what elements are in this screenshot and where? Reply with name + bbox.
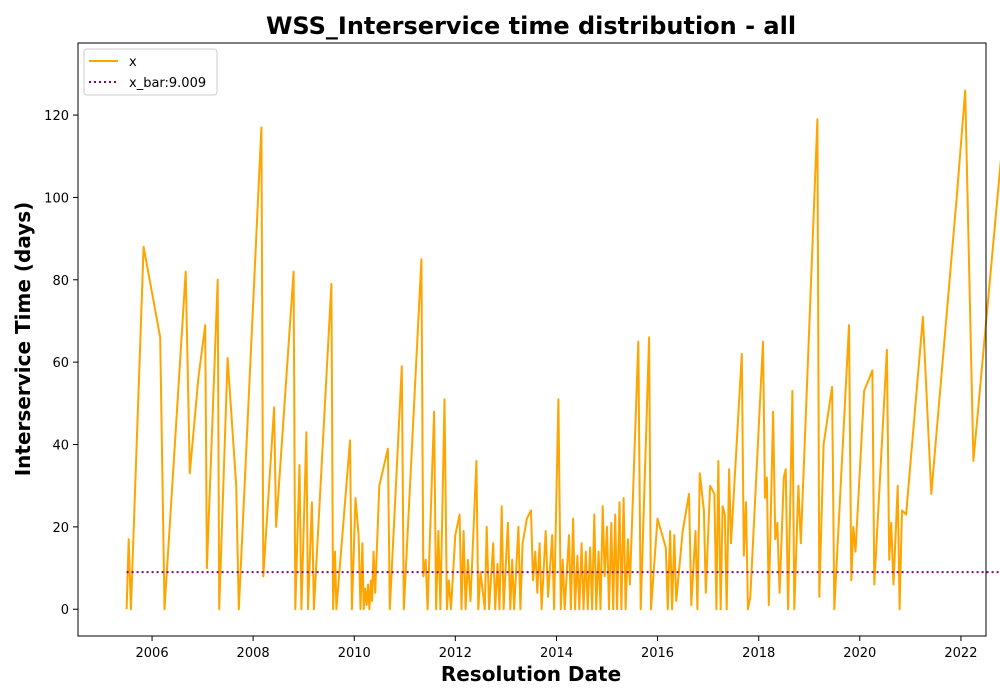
- x-tick-label: 2010: [338, 646, 371, 661]
- legend-label-x-bar: x_bar:9.009: [129, 76, 206, 91]
- plot-area: [77, 42, 1000, 637]
- x-axis: 2006 2008 2010 2012 2014 2016 2018 2020 2022: [136, 636, 977, 661]
- x-axis-label: Resolution Date: [441, 662, 621, 686]
- y-tick-label: 20: [52, 521, 69, 536]
- x-tick-label: 2014: [540, 646, 573, 661]
- y-tick-label: 100: [44, 191, 69, 206]
- x-tick-label: 2012: [439, 646, 472, 661]
- x-tick-label: 2018: [742, 646, 775, 661]
- legend: x x_bar:9.009: [83, 48, 218, 96]
- chart-title: WSS_Interservice time distribution - all: [266, 12, 796, 40]
- x-tick-label: 2020: [843, 646, 876, 661]
- plot-frame: [77, 42, 987, 637]
- y-axis: 0 20 40 60 80 100 120: [44, 109, 78, 618]
- x-tick-label: 2016: [641, 646, 674, 661]
- y-tick-label: 0: [61, 603, 69, 618]
- y-axis-label: Interservice Time (days): [11, 202, 35, 477]
- series-line-x: [125, 89, 1000, 611]
- x-tick-label: 2008: [237, 646, 270, 661]
- y-tick-label: 40: [52, 439, 69, 454]
- x-tick-label: 2006: [136, 646, 169, 661]
- y-tick-label: 120: [44, 109, 69, 124]
- y-tick-label: 80: [52, 274, 69, 289]
- y-tick-label: 60: [52, 356, 69, 371]
- legend-label-x: x: [129, 55, 137, 70]
- x-tick-label: 2022: [944, 646, 977, 661]
- series-layer: [125, 89, 1000, 611]
